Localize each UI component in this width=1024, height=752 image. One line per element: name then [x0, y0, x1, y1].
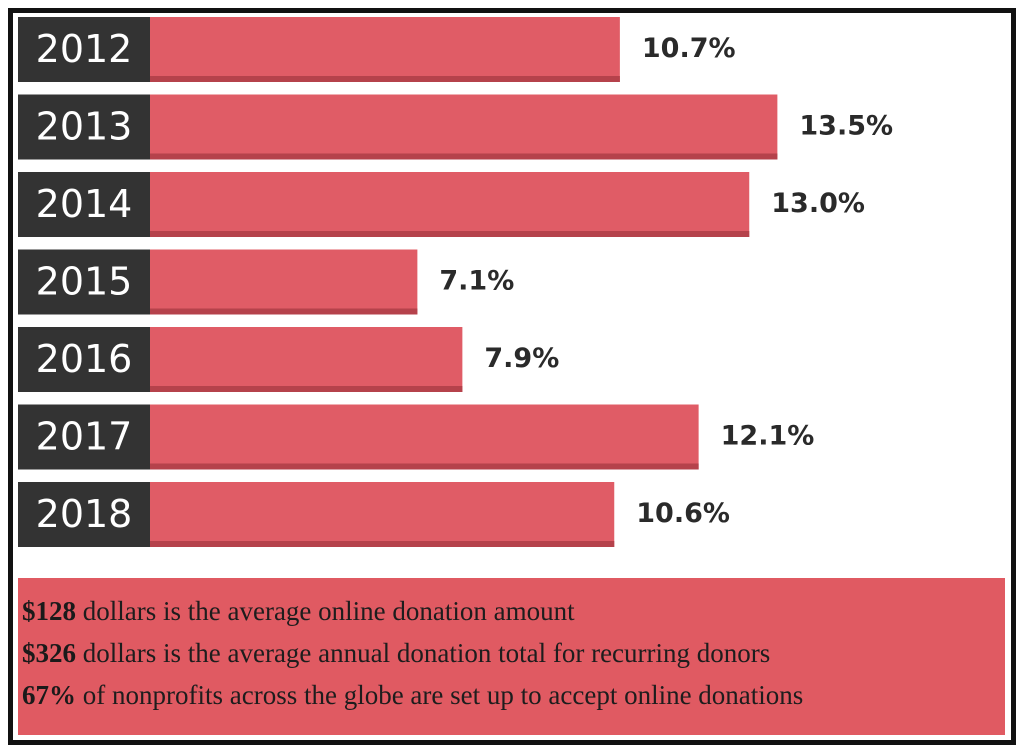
- value-label: 12.1%: [721, 421, 815, 452]
- label-box: [18, 404, 150, 470]
- category-label: 2015: [36, 260, 133, 304]
- category-label: 2014: [36, 182, 133, 226]
- fact-text: dollars is the average annual donation t…: [82, 638, 771, 668]
- label-box: [18, 327, 150, 392]
- value-label: 13.5%: [799, 111, 893, 142]
- fact-highlight: $128: [22, 596, 76, 626]
- label-box: [18, 172, 150, 237]
- facts-panel: $128 dollars is the average online donat…: [18, 578, 1005, 735]
- fact: $128 dollars is the average online donat…: [18, 590, 1005, 632]
- bar-shadow: [150, 153, 778, 160]
- value-label: 7.1%: [439, 266, 514, 297]
- value-label: 10.6%: [636, 498, 730, 529]
- label-box: [18, 249, 150, 315]
- label-box: [18, 94, 150, 160]
- fact-text: of nonprofits across the globe are set u…: [82, 680, 804, 710]
- value-label: 13.0%: [771, 188, 865, 219]
- fact: $326 dollars is the average annual donat…: [18, 632, 1005, 674]
- category-label: 2012: [36, 27, 133, 71]
- bar-shadow: [150, 386, 463, 392]
- fact-highlight: 67%: [22, 680, 76, 710]
- bar-shadow: [150, 231, 750, 237]
- category-label: 2017: [36, 415, 133, 459]
- fact-text: dollars is the average online donation a…: [82, 596, 575, 626]
- bar-shadow: [150, 541, 615, 547]
- category-label: 2016: [36, 337, 133, 381]
- bar-shadow: [150, 308, 418, 315]
- label-box: [18, 482, 150, 547]
- bar-shadow: [150, 463, 699, 470]
- label-box: [18, 17, 150, 82]
- bar-shadow: [150, 76, 620, 82]
- category-label: 2018: [36, 492, 133, 536]
- fact: 67% of nonprofits across the globe are s…: [18, 674, 1005, 716]
- fact-highlight: $326: [22, 638, 76, 668]
- value-label: 10.7%: [642, 33, 736, 64]
- value-label: 7.9%: [484, 343, 559, 374]
- category-label: 2013: [36, 105, 133, 149]
